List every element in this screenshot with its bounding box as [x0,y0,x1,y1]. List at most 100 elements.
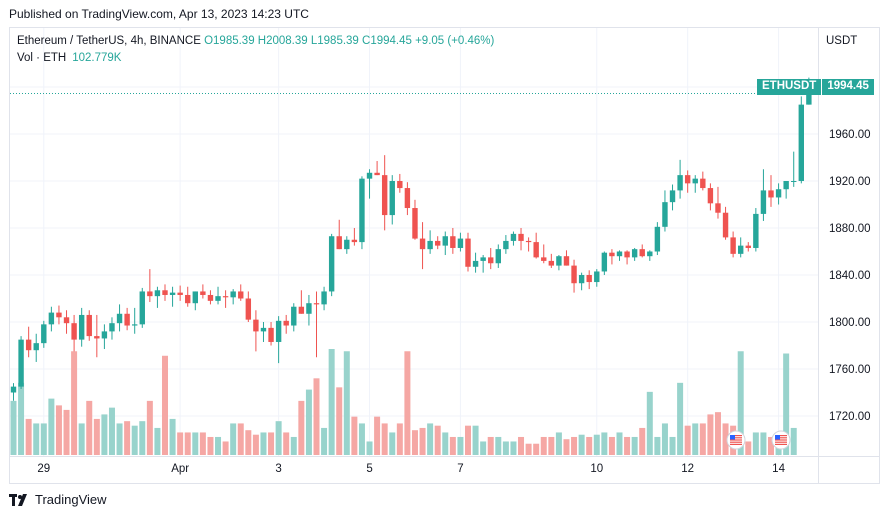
volume-bar [237,423,244,455]
candle-body [503,240,509,250]
candle-body [306,303,312,314]
candle-body [662,202,668,227]
volume-bar [389,432,396,455]
candle-body [692,178,698,184]
candle-body [260,327,267,332]
volume-bar [222,441,229,455]
candle-body [404,188,411,209]
candle-body [132,324,138,326]
candle-body [806,94,812,105]
candle-body [94,336,100,339]
volume-bar [71,351,78,455]
candle-body [207,294,214,301]
candle-body [738,245,744,254]
ohlc-values: O1985.39 H2008.39 L1985.39 C1994.45 +9.0… [204,35,495,47]
volume-value: 102.779K [72,52,122,64]
volume-bar [434,425,441,455]
volume-bar [184,432,191,455]
x-tick-label: 10 [590,463,603,475]
volume-bar [313,378,320,455]
volume-bar [177,432,184,455]
candle-body [268,327,274,342]
volume-bar [502,441,509,455]
volume-bar [252,434,259,455]
volume-bar [10,400,17,455]
candle-body [147,291,153,297]
volume-bar [268,432,275,455]
candle-body [616,251,623,257]
candle-body [518,233,524,241]
volume-bar [654,436,661,455]
candle-body [677,175,683,191]
volume-bar [608,436,615,455]
volume-bar [593,434,600,455]
volume-bar [768,436,774,455]
candle-body [715,203,721,213]
footer-brand[interactable]: TradingView [9,492,107,507]
tradingview-logo-icon [9,493,27,506]
candle-body [654,226,661,252]
volume-bar [760,432,767,455]
candle-body [192,291,198,304]
x-tick-label: 3 [275,463,281,475]
volume-bar [245,430,252,455]
volume-bar [518,436,525,455]
volume-bar [343,351,350,455]
flag-stripe [775,443,787,445]
flag-stripe [730,441,742,443]
volume-bar [737,351,744,455]
candle-body [783,181,789,190]
candle-body [177,292,183,295]
candle-body [230,291,236,298]
candle-body [548,260,555,266]
volume-bar [108,407,115,455]
candle-body [344,239,350,250]
symbol-label[interactable]: Ethereum / TetherUS, 4h, BINANCE [17,35,201,47]
candle-body [222,296,229,298]
volume-bar [465,425,471,455]
candle-body [313,303,320,305]
candle-body [609,252,615,257]
candle-body [351,239,358,243]
y-tick-label: 1880.00 [829,223,871,235]
candle-body [745,245,751,248]
candle-body [381,175,388,216]
volume-bar [442,432,449,455]
candle-body [162,290,168,295]
candle-body [760,190,767,214]
volume-legend: Vol · ETH 102.779K [17,52,121,64]
candle-body [480,257,486,261]
flag-stripe [775,439,787,441]
candle-body [10,386,17,393]
x-tick-label: 12 [681,463,694,475]
volume-bar [366,441,373,455]
candle-body [488,257,494,264]
last-price-tag: ETHUSDT 1994.45 [757,79,874,95]
y-tick-label: 1800.00 [829,317,871,329]
flag-canton [730,435,735,440]
volume-bar [275,421,282,455]
flag-stripe [730,435,742,437]
candle-body [48,312,55,325]
candle-body [298,306,305,314]
candle-body [541,257,547,261]
candle-body [397,181,403,189]
volume-bar [336,387,343,455]
volume-bar [449,436,456,455]
volume-bar [55,405,62,455]
candle-body [18,339,24,387]
volume-bar [661,423,668,455]
candle-body [631,249,638,258]
currency-label: USDT [826,35,858,47]
volume-bar [472,425,479,455]
flag-stripe [730,439,742,441]
candle-body [124,313,130,326]
candle-body [419,238,426,250]
volume-bar [624,436,631,455]
volume-bar [790,427,797,455]
volume-bar [33,423,40,455]
candle-body [525,240,532,243]
volume-bar [699,423,706,455]
candle-body [533,242,539,258]
